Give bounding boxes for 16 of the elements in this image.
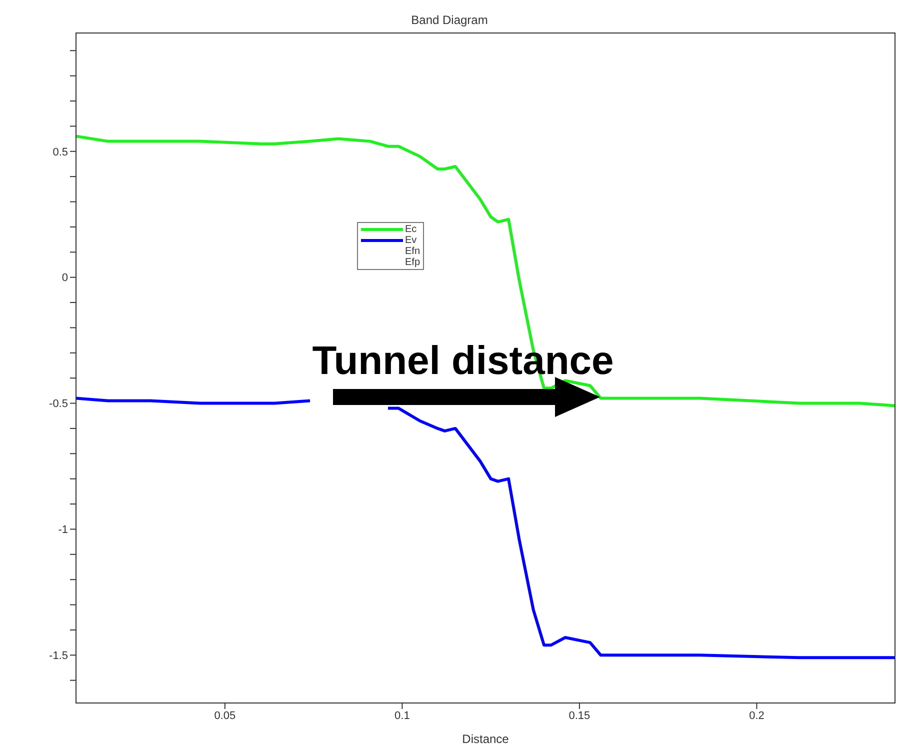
x-tick-label: 0.05 <box>214 710 236 722</box>
legend-label: Ec <box>405 224 417 235</box>
x-tick-label: 0.2 <box>749 710 764 722</box>
y-tick-label: -0.5 <box>49 398 68 410</box>
x-tick-label: 0.1 <box>394 710 410 722</box>
y-tick-label: -1.5 <box>49 650 68 662</box>
line-series <box>76 134 895 408</box>
x-axis-title: Distance <box>462 732 510 746</box>
chart-title: Band Diagram <box>411 13 488 27</box>
legend-label: Ev <box>405 235 417 246</box>
text: Efp <box>405 257 420 268</box>
y-tick-label: -1 <box>58 524 68 536</box>
y-tick-label: 0.5 <box>52 146 68 158</box>
text: Efn <box>405 246 420 257</box>
y-tick-label: 0 <box>62 272 68 284</box>
x-tick-label: 0.15 <box>568 710 590 722</box>
